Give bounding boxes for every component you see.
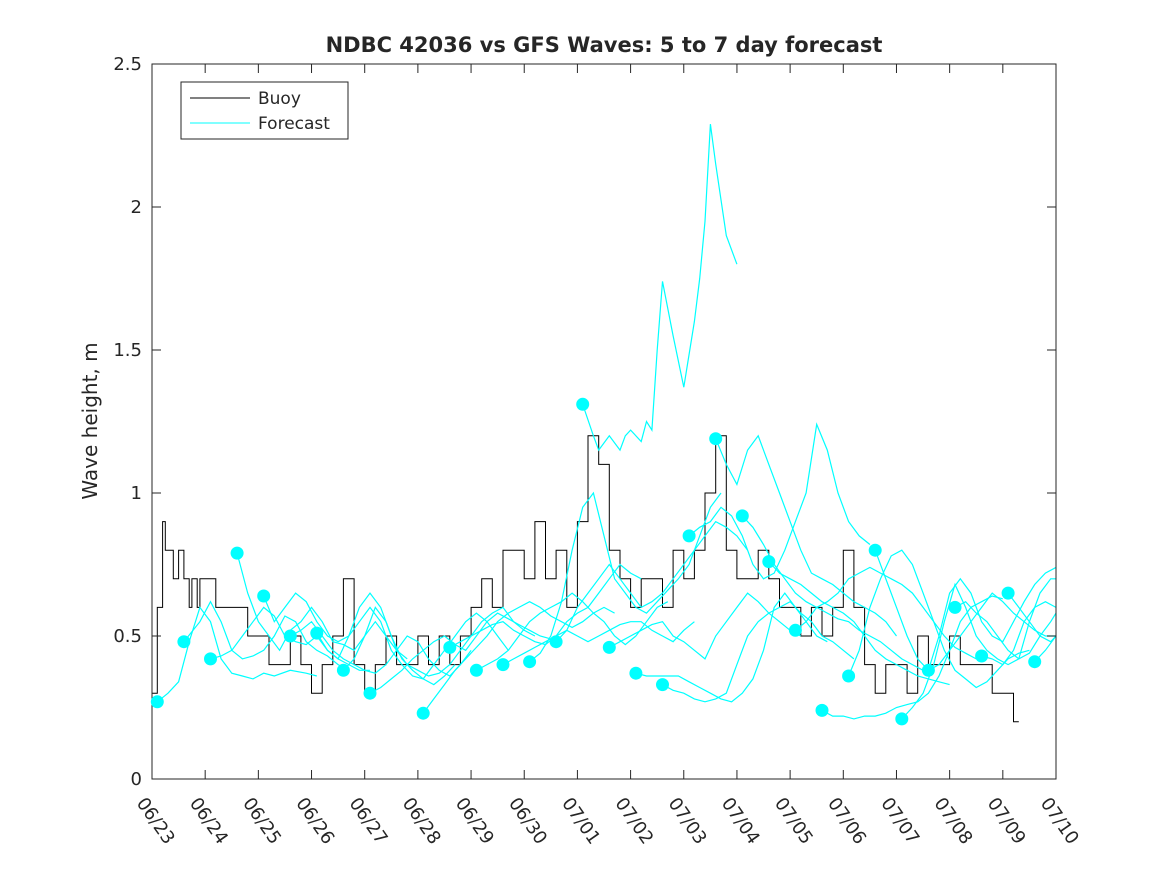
- y-axis-label: Wave height, m: [78, 342, 102, 499]
- x-tick-label: 07/04: [717, 794, 764, 849]
- y-axis: 0 0.5 1 1.5 2 2.5: [113, 54, 1056, 790]
- forecast-start-marker-22: [735, 509, 749, 523]
- x-axis: 06/23 06/24 06/25 06/26 06/27 06/28 06/29 06/30…: [132, 64, 1083, 848]
- forecast-series-line-27: [874, 549, 1056, 672]
- x-tick-label: 06/23: [132, 794, 179, 849]
- forecast-series-line-1: [156, 606, 317, 703]
- legend-box: [180, 81, 349, 140]
- forecast-series-line-4: [236, 552, 408, 660]
- forecast-start-marker-14: [523, 655, 537, 669]
- forecast-start-marker-2: [177, 635, 191, 649]
- x-tick-label: 07/10: [1036, 794, 1083, 849]
- y-tick-label: 1.5: [113, 340, 142, 361]
- plot-area-frame: [151, 63, 1057, 780]
- forecast-start-marker-19: [656, 678, 669, 692]
- forecast-series-line-30: [954, 600, 1056, 660]
- forecast-start-marker-33: [1028, 655, 1042, 669]
- y-tick-label: 2.5: [113, 54, 142, 75]
- forecast-series-line-31: [981, 601, 1056, 666]
- x-tick-label: 07/01: [557, 794, 604, 849]
- forecast-series-line-23: [768, 561, 950, 686]
- forecast-series-line-22: [741, 515, 924, 671]
- forecast-start-marker-28: [895, 712, 909, 726]
- forecast-start-marker-6: [283, 629, 297, 643]
- forecast-start-marker-10: [416, 706, 430, 720]
- forecast-series-line-13: [502, 621, 695, 666]
- forecast-start-marker-27: [868, 543, 882, 557]
- forecast-start-marker-5: [257, 589, 271, 603]
- forecast-start-marker-13: [496, 658, 510, 672]
- x-tick-label: 06/28: [398, 794, 445, 849]
- forecast-start-marker-32: [1001, 586, 1015, 600]
- forecast-start-marker-4: [230, 546, 244, 560]
- forecast-start-marker-1: [150, 695, 164, 709]
- forecast-series-line-24: [795, 566, 977, 660]
- y-tick-label: 2: [131, 197, 142, 218]
- forecast-series-line-28: [901, 578, 1056, 720]
- x-tick-label: 07/08: [930, 794, 977, 849]
- forecast-series-line-14: [529, 491, 722, 663]
- x-tick-label: 07/03: [664, 794, 711, 849]
- forecast-start-marker-26: [842, 669, 856, 683]
- forecast-start-marker-25: [815, 703, 829, 717]
- forecast-start-marker-17: [602, 640, 616, 654]
- forecast-start-marker-24: [788, 623, 802, 637]
- x-tick-label: 06/30: [504, 794, 551, 849]
- forecast-start-marker-21: [709, 432, 723, 446]
- forecast-start-marker-30: [948, 600, 962, 614]
- forecast-series-line-8: [342, 606, 536, 677]
- forecast-series-line-25: [821, 595, 1003, 720]
- forecast-start-marker-11: [443, 640, 457, 654]
- forecast-start-marker-20: [682, 529, 696, 543]
- legend-buoy-label: Buoy: [258, 89, 301, 109]
- forecast-start-marker-9: [363, 686, 377, 700]
- forecast-start-marker-31: [975, 649, 989, 663]
- forecast-series-line-9: [369, 612, 562, 694]
- forecast-start-marker-16: [576, 397, 590, 411]
- forecast-start-marker-15: [549, 635, 563, 649]
- x-tick-label: 06/24: [185, 794, 232, 849]
- x-tick-label: 07/06: [823, 794, 870, 849]
- x-tick-label: 07/09: [983, 794, 1030, 849]
- forecast-start-marker-7: [310, 626, 324, 640]
- x-tick-label: 06/25: [238, 794, 285, 849]
- forecast-series-line-15: [555, 520, 749, 643]
- x-tick-label: 06/27: [345, 794, 392, 849]
- forecast-series-line-21: [715, 434, 897, 637]
- forecast-start-marker-12: [469, 663, 483, 677]
- x-tick-label: 06/29: [451, 794, 498, 849]
- forecast-series-line-20: [688, 422, 871, 580]
- forecast-start-marker-29: [921, 663, 935, 677]
- forecast-start-marker-23: [762, 555, 776, 569]
- forecast-series-line-32: [1007, 592, 1056, 643]
- y-tick-label: 0.5: [113, 626, 142, 647]
- chart-title: NDBC 42036 vs GFS Waves: 5 to 7 day fore…: [326, 33, 883, 57]
- forecast-start-marker-8: [336, 663, 350, 677]
- forecast-series-line-16: [582, 124, 738, 452]
- x-tick-label: 06/26: [291, 794, 338, 849]
- buoy-series-line: [152, 435, 1019, 723]
- forecast-series-line-2: [183, 600, 350, 671]
- x-tick-label: 07/02: [610, 794, 657, 849]
- forecast-series-line-12: [476, 592, 669, 671]
- forecast-series-line-29: [928, 592, 1056, 671]
- y-tick-label: 0: [131, 769, 142, 790]
- y-tick-label: 1: [131, 483, 142, 504]
- forecast-start-marker-3: [204, 652, 217, 666]
- forecast-series-line-19: [662, 600, 855, 703]
- forecast-start-marker-18: [629, 666, 643, 680]
- legend-forecast-label: Forecast: [258, 114, 330, 134]
- x-tick-label: 07/05: [770, 794, 817, 849]
- x-tick-label: 07/07: [876, 794, 923, 849]
- legend: Buoy Forecast: [180, 81, 349, 140]
- forecast-series-line-7: [316, 606, 509, 680]
- forecast-series-line-10: [422, 601, 615, 714]
